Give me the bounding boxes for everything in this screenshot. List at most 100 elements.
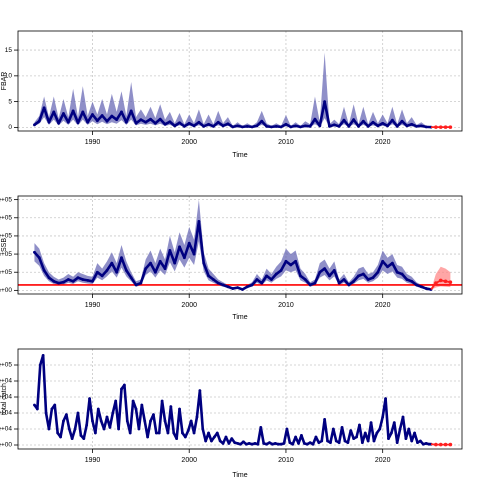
fbar-point — [134, 121, 138, 125]
fbar-point — [144, 120, 148, 124]
fbar-point — [284, 122, 288, 126]
catch-point — [381, 415, 385, 419]
fbar-point — [395, 124, 399, 128]
catch-point — [82, 437, 86, 440]
catch-point — [366, 439, 370, 443]
catch-point — [207, 431, 210, 435]
catch-point — [59, 435, 62, 439]
fbar-point — [255, 124, 259, 128]
catch-point — [285, 427, 289, 431]
fbar-projection-point — [434, 125, 438, 129]
catch-y-tick-label: 8e+04 — [0, 378, 12, 385]
catch-point — [389, 431, 393, 435]
catch-point — [35, 407, 39, 411]
catch-point — [38, 363, 42, 367]
ssb-point — [71, 279, 75, 283]
catch-point — [331, 427, 335, 431]
fbar-point — [371, 120, 375, 124]
catch-point — [378, 427, 382, 431]
ssb-point — [337, 281, 341, 285]
fbar-point — [129, 109, 133, 113]
ssb-point — [197, 220, 201, 223]
catch-point — [50, 407, 54, 411]
catch-point — [407, 427, 411, 431]
catch-point — [369, 421, 373, 424]
ssb-point — [289, 263, 293, 267]
catch-point — [392, 421, 396, 424]
catch-point — [329, 441, 332, 444]
catch-point — [53, 403, 57, 407]
ssb-y-tick-label: 2e+05 — [0, 251, 12, 258]
ssb-point — [115, 270, 119, 274]
ssb-point — [202, 261, 206, 265]
ssb-point — [163, 267, 167, 270]
catch-point — [343, 439, 347, 443]
catch-point — [387, 437, 390, 440]
fbar-series-line — [33, 100, 432, 129]
ssb-point — [182, 256, 186, 260]
fbar-point — [308, 124, 312, 128]
fbar-point — [405, 124, 409, 128]
fbar-point — [158, 117, 162, 121]
ssb-point — [419, 285, 423, 289]
fbar-point — [241, 125, 244, 129]
fbar-point — [270, 125, 273, 129]
ssb-point — [81, 278, 85, 281]
ssb-point — [260, 281, 264, 285]
ssb-projection-point — [438, 278, 443, 283]
catch-point — [76, 411, 80, 415]
catch-series-line — [33, 354, 432, 446]
ssb-y-tick-label: 5e+05 — [0, 196, 12, 203]
fbar-point — [149, 117, 152, 121]
catch-point — [291, 442, 295, 446]
catch-point — [215, 431, 219, 435]
ssb-point — [211, 278, 215, 281]
fbar-point — [124, 120, 128, 124]
catch-point — [421, 442, 425, 446]
catch-projection-point — [438, 442, 443, 447]
catch-point — [401, 415, 405, 419]
catch-point — [317, 441, 321, 444]
catch-point — [424, 442, 428, 445]
ssb-point — [299, 274, 302, 278]
catch-point — [131, 399, 135, 403]
fbar-point — [207, 122, 210, 126]
catch-panel: 1990 2000 2010 2020 0e+00 2e+04 4e+04 6e+04 8e+0… — [0, 348, 463, 479]
catch-point — [233, 441, 237, 444]
ssb-point — [376, 270, 380, 274]
catch-point — [314, 435, 318, 439]
catch-point — [241, 440, 245, 444]
ssb-point — [129, 276, 133, 280]
catch-point — [221, 442, 225, 445]
ssb-point — [124, 269, 128, 272]
catch-point — [88, 397, 91, 400]
fbar-point — [376, 124, 380, 128]
fbar-point — [91, 113, 94, 116]
ssb-point — [410, 279, 414, 283]
fbar-point — [323, 100, 327, 104]
catch-point — [117, 427, 121, 431]
catch-point — [47, 427, 51, 431]
fbar-point — [357, 124, 360, 128]
catch-point — [210, 439, 213, 443]
fbar-point — [352, 118, 356, 122]
fbar-point — [361, 119, 365, 123]
catch-point — [204, 439, 208, 443]
ssb-point — [279, 269, 283, 272]
catch-point — [114, 399, 118, 403]
fbar-point — [221, 124, 225, 128]
catch-point — [404, 437, 408, 440]
fbar-point — [187, 121, 191, 125]
catch-x-axis-title: Time — [232, 472, 247, 479]
catch-point — [265, 442, 269, 446]
ssb-point — [303, 278, 307, 281]
fbar-point — [57, 121, 61, 125]
ssb-series-line — [33, 220, 432, 291]
ssb-point — [347, 283, 351, 287]
fbar-point — [400, 119, 404, 123]
fbar-point — [182, 124, 186, 128]
ssb-point — [352, 279, 356, 283]
catch-point — [413, 431, 417, 435]
catch-point — [244, 442, 248, 446]
